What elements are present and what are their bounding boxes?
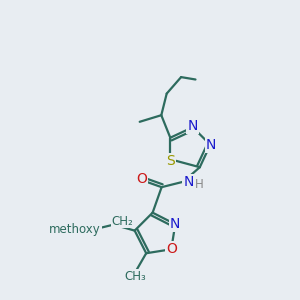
Text: CH₃: CH₃	[124, 270, 146, 283]
Text: methoxy: methoxy	[49, 223, 101, 236]
Text: N: N	[170, 217, 180, 231]
Text: CH₂: CH₂	[112, 214, 134, 227]
Text: N: N	[188, 119, 198, 133]
Text: N: N	[183, 175, 194, 189]
Text: O: O	[90, 222, 101, 236]
Text: N: N	[206, 138, 216, 152]
Text: S: S	[166, 154, 175, 168]
Text: O: O	[166, 242, 177, 256]
Text: H: H	[195, 178, 204, 191]
Text: O: O	[136, 172, 147, 186]
